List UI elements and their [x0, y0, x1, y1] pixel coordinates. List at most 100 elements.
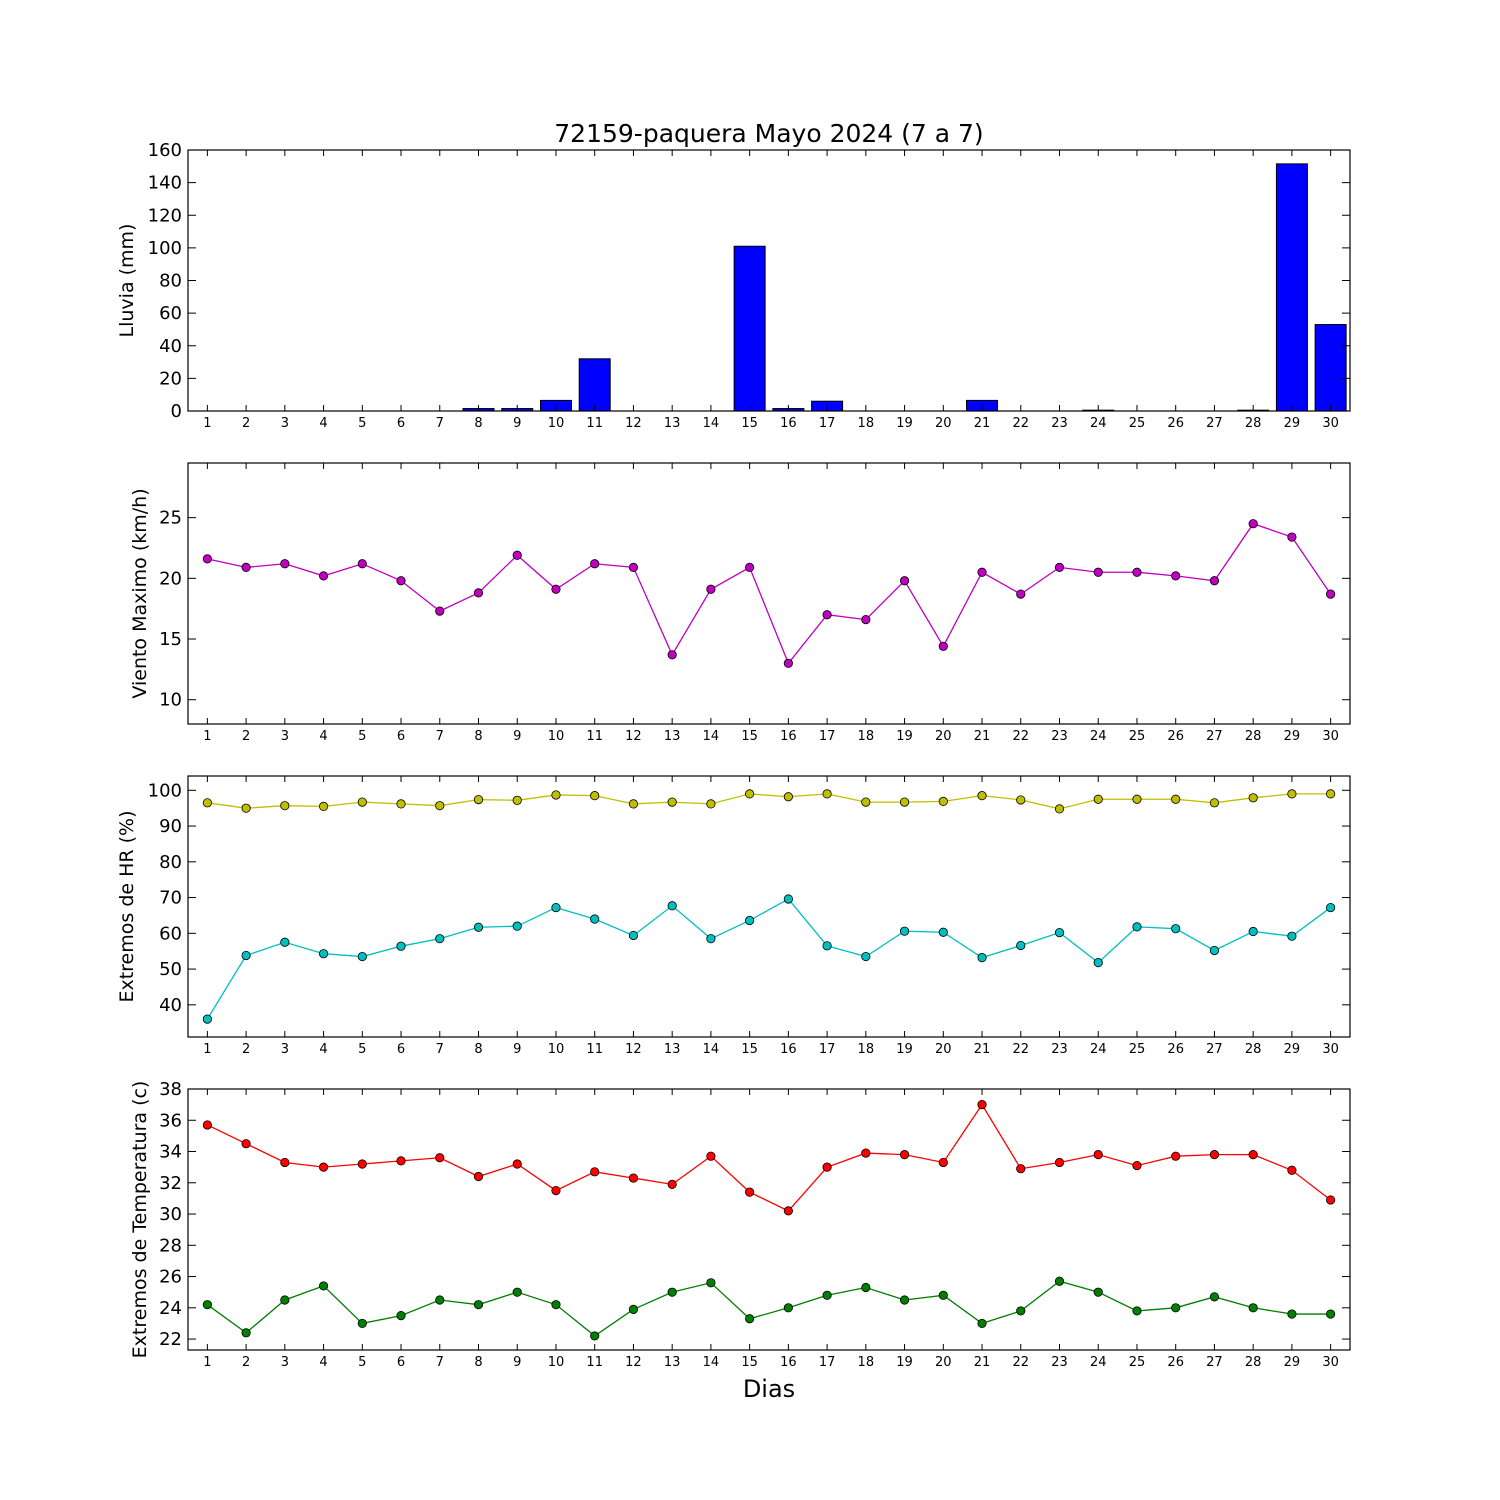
xtick-label: 12 — [625, 1042, 642, 1057]
point-series-2-day-19 — [899, 1295, 910, 1305]
xtick-label: 23 — [1051, 1355, 1068, 1370]
xtick-label: 14 — [703, 1042, 720, 1057]
ytick-label: 22 — [159, 1329, 182, 1350]
xtick-label: 6 — [397, 1355, 405, 1370]
point-series-1-day-28 — [1248, 793, 1258, 803]
xtick-label: 30 — [1322, 1355, 1339, 1370]
ytick-label: 90 — [159, 816, 182, 837]
point-series-2-day-26 — [1171, 924, 1181, 934]
xtick-label: 2 — [242, 1355, 250, 1370]
point-series-2-day-3 — [280, 1295, 290, 1305]
point-series-1-day-12 — [628, 1173, 639, 1183]
point-series-1-day-12 — [628, 799, 639, 809]
xtick-label: 19 — [896, 416, 913, 431]
xtick-label: 13 — [664, 1355, 681, 1370]
series-line-1 — [207, 1103, 1332, 1212]
xtick-label: 29 — [1284, 1355, 1301, 1370]
xtick-label: 16 — [780, 729, 797, 744]
point-series-2-day-14 — [706, 934, 716, 944]
plot-frame — [187, 149, 1351, 412]
point-series-2-day-11 — [590, 914, 600, 924]
xtick-label: 5 — [358, 1355, 366, 1370]
xtick-label: 17 — [819, 1042, 836, 1057]
point-series-1-day-8 — [473, 1171, 484, 1182]
point-series-1-day-13 — [667, 650, 677, 660]
xtick-label: 27 — [1206, 729, 1223, 744]
xtick-label: 27 — [1206, 416, 1223, 431]
xtick-label: 26 — [1167, 1355, 1184, 1370]
chart-title: 72159-paquera Mayo 2024 (7 a 7) — [554, 119, 983, 148]
bar-day-29 — [1275, 163, 1308, 412]
point-series-1-day-3 — [280, 559, 290, 569]
xtick-label: 11 — [586, 1042, 603, 1057]
point-series-1-day-17 — [822, 610, 832, 620]
xtick-label: 21 — [974, 1042, 991, 1057]
point-series-1-day-29 — [1287, 1165, 1297, 1175]
xtick-label: 14 — [703, 416, 720, 431]
xtick-label: 3 — [281, 729, 289, 744]
xtick-label: 17 — [819, 416, 836, 431]
plot-frame — [187, 775, 1351, 1038]
xtick-label: 30 — [1322, 1042, 1339, 1057]
xtick-label: 22 — [1012, 1042, 1029, 1057]
point-series-2-day-6 — [396, 941, 406, 951]
xtick-label: 20 — [935, 1355, 952, 1370]
point-series-1-day-17 — [822, 1162, 832, 1172]
point-series-1-day-10 — [551, 584, 561, 594]
point-series-1-day-6 — [396, 576, 406, 586]
xtick-label: 3 — [281, 416, 289, 431]
ytick-label: 32 — [159, 1173, 182, 1194]
xtick-label: 10 — [548, 416, 565, 431]
xtick-label: 25 — [1129, 416, 1146, 431]
point-series-2-day-29 — [1287, 1309, 1297, 1319]
xtick-label: 5 — [358, 1042, 366, 1057]
ytick-label: 70 — [159, 888, 182, 909]
point-series-1-day-4 — [318, 1162, 329, 1172]
point-series-1-day-19 — [899, 797, 910, 807]
xtick-label: 3 — [281, 1355, 289, 1370]
point-series-1-day-20 — [938, 796, 948, 806]
ytick-label: 10 — [159, 690, 182, 711]
xtick-label: 28 — [1245, 1355, 1262, 1370]
xtick-label: 29 — [1284, 729, 1301, 744]
ytick-label: 34 — [159, 1142, 182, 1163]
xtick-label: 4 — [319, 416, 327, 431]
point-series-1-day-23 — [1054, 562, 1065, 573]
xtick-label: 1 — [203, 729, 211, 744]
point-series-1-day-19 — [899, 1150, 910, 1160]
xtick-label: 4 — [319, 1355, 327, 1370]
point-series-1-day-23 — [1054, 804, 1065, 814]
xtick-label: 9 — [513, 416, 521, 431]
point-series-2-day-16 — [783, 894, 793, 904]
xtick-label: 13 — [664, 1042, 681, 1057]
ytick-label: 30 — [159, 1204, 182, 1225]
point-series-1-day-11 — [590, 1167, 600, 1177]
point-series-2-day-16 — [783, 1303, 793, 1313]
ytick-label: 24 — [159, 1298, 182, 1319]
point-series-1-day-16 — [783, 792, 793, 802]
y-axis-label: Lluvia (mm) — [116, 224, 138, 338]
series-line-1 — [207, 522, 1332, 665]
point-series-1-day-3 — [280, 801, 290, 811]
xtick-label: 16 — [780, 416, 797, 431]
point-series-1-day-2 — [241, 803, 251, 813]
xtick-label: 10 — [548, 729, 565, 744]
point-series-2-day-2 — [241, 1328, 251, 1338]
bar-day-11 — [578, 358, 611, 412]
xtick-label: 30 — [1322, 729, 1339, 744]
xtick-label: 20 — [935, 729, 952, 744]
xtick-label: 3 — [281, 1042, 289, 1057]
xtick-label: 6 — [397, 1042, 405, 1057]
xtick-label: 24 — [1090, 729, 1107, 744]
xtick-label: 20 — [935, 1042, 952, 1057]
xtick-label: 21 — [974, 729, 991, 744]
point-series-2-day-13 — [667, 901, 677, 911]
xtick-label: 12 — [625, 729, 642, 744]
ytick-label: 60 — [159, 303, 182, 324]
xtick-label: 10 — [548, 1042, 565, 1057]
point-series-2-day-20 — [938, 1290, 948, 1300]
point-series-2-day-25 — [1132, 1306, 1142, 1316]
ytick-label: 20 — [159, 368, 182, 389]
